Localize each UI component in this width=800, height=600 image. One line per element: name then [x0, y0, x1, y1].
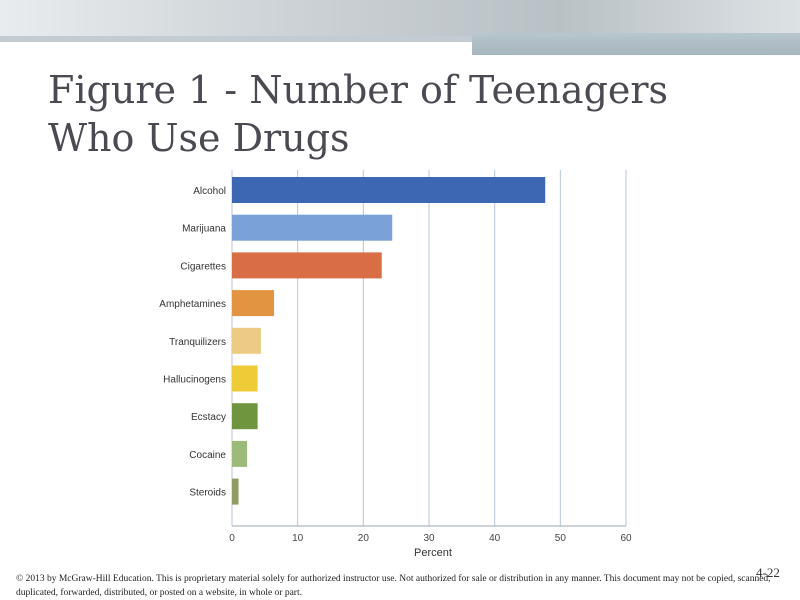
- category-label: Cocaine: [189, 450, 226, 461]
- category-label: Ecstacy: [191, 412, 226, 423]
- bar-cigarettes: [232, 252, 382, 279]
- x-tick-label: 10: [292, 533, 304, 544]
- bar-amphetamines: [232, 290, 275, 317]
- category-label: Marijuana: [182, 224, 226, 235]
- bar-alcohol: [232, 177, 546, 203]
- bar-cocaine: [232, 440, 248, 467]
- x-tick-label: 40: [489, 533, 501, 544]
- bar-steroids: [232, 478, 239, 505]
- header-band: [0, 0, 800, 36]
- slide-title: Figure 1 - Number of Teenagers Who Use D…: [48, 68, 669, 160]
- bar-marijuana: [232, 214, 393, 241]
- x-tick-label: 30: [423, 533, 435, 544]
- bar-ecstacy: [232, 403, 258, 430]
- copyright-footer: © 2013 by McGraw-Hill Education. This is…: [16, 574, 771, 598]
- x-tick-label: 20: [358, 533, 370, 544]
- x-tick-label: 60: [620, 533, 632, 544]
- header-accent-bar: [472, 33, 800, 55]
- header-stripe: [0, 36, 800, 42]
- category-label: Amphetamines: [159, 299, 226, 310]
- x-tick-label: 0: [229, 533, 235, 544]
- bar-chart: Alcohol Marijuana Cigarettes Amphetamines Tr…: [150, 170, 640, 562]
- bar-chart-svg: Alcohol Marijuana Cigarettes Amphetamines Tr…: [159, 170, 632, 559]
- category-label: Steroids: [189, 488, 226, 499]
- bar-hallucinogens: [232, 365, 258, 392]
- x-axis-label: Percent: [414, 547, 452, 559]
- category-label: Hallucinogens: [163, 375, 226, 386]
- bar-tranquilizers: [232, 327, 261, 354]
- category-label: Alcohol: [193, 186, 226, 197]
- category-label: Cigarettes: [180, 261, 226, 272]
- page-number: 4-22: [756, 565, 780, 580]
- x-tick-label: 50: [555, 533, 567, 544]
- category-label: Tranquilizers: [169, 337, 226, 348]
